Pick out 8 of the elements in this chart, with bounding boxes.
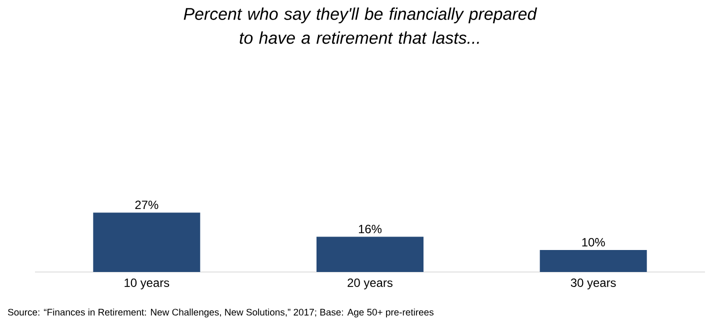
data-label: 10% <box>582 238 605 246</box>
chart-title: Percent who say they'll be financially prepared to have a retirement that lasts... <box>184 8 538 44</box>
x-tick-label: 30 years <box>570 278 616 290</box>
x-tick-label: 20 years <box>348 278 392 290</box>
source-note: Source: “Finances in Retirement: New Challenges, New Solutions,” 2017; Base: Age 50+ pre-retirees <box>8 308 434 318</box>
data-label: 27% <box>135 200 158 210</box>
x-tick-label: 10 years <box>124 278 170 290</box>
data-label: 16% <box>358 224 382 234</box>
